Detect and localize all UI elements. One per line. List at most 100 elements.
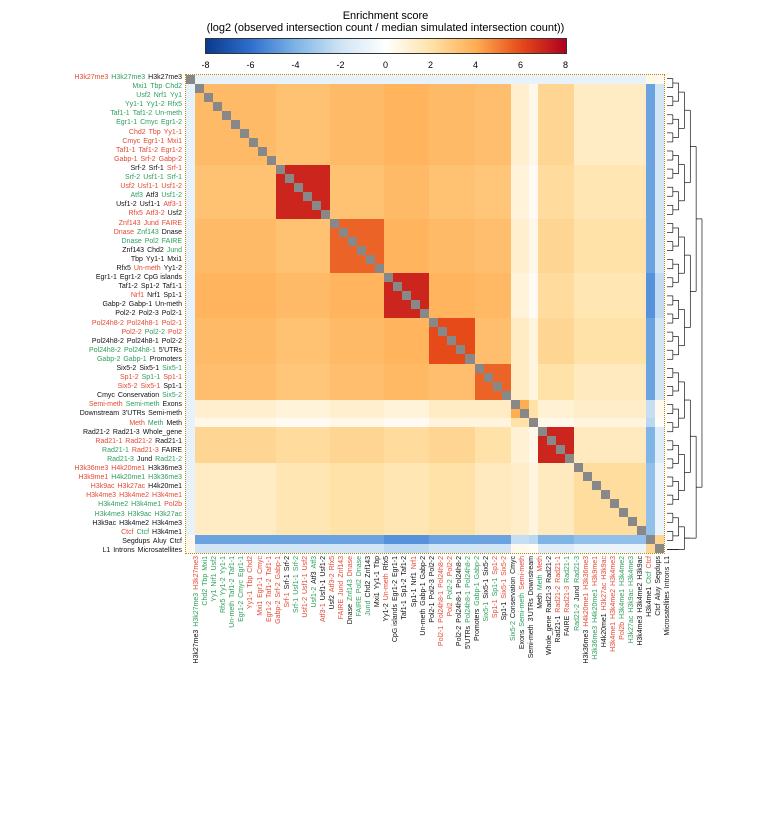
col-label: Gabp-2Gabp-1Un-meth xyxy=(420,556,427,636)
row-label: H3k4me3H3k4me2H3k4me1 xyxy=(10,492,182,499)
col-label: SegdupsAluyCtcf xyxy=(655,556,662,616)
row-label: Taf1-2Sp1-2Taf1-1 xyxy=(10,283,182,290)
title-line2: (log2 (observed intersection count / med… xyxy=(10,22,761,34)
col-label: MethMethMeth xyxy=(537,556,544,609)
row-label: Rfx5Un-methYy1-2 xyxy=(10,265,182,272)
row-label: H3k9acH3k4me2H3k4me3 xyxy=(10,520,182,527)
colorbar-tick: 0 xyxy=(383,60,388,70)
row-label: Gabp-1Srf-2Gabp-2 xyxy=(10,156,182,163)
row-label: Chd2TbpYy1-1 xyxy=(10,129,182,136)
row-label: Semi-methSemi-methExons xyxy=(10,401,182,408)
col-label: Rad21-2Rad21-3Whole_gene xyxy=(546,556,553,655)
row-label: Six5-2Six5-1Six5-1 xyxy=(10,365,182,372)
row-label: Pol24h8-2Pol24h8-1Pol2-1 xyxy=(10,320,182,327)
row-label: DnaseZnf143Dnase xyxy=(10,229,182,236)
colorbar-tick: -4 xyxy=(291,60,299,70)
col-label: H3k4me2H3k4me1Pol2b xyxy=(619,556,626,640)
col-label: Gabp-1Srf-2Gabp-2 xyxy=(275,556,282,624)
col-label: Sp1-2Sp1-1Sp1-1 xyxy=(492,556,499,618)
col-label: Egr1-1Egr1-2CpG islands xyxy=(392,556,399,642)
col-label: Pol2-2Pol2-2Pol2 xyxy=(447,556,454,616)
colorbar-ticks: -8-6-4-202468 xyxy=(206,60,566,74)
col-label: H3k27me3H3k27me3H3k27me3 xyxy=(193,556,200,664)
col-label: H3k9me1H4k20me1H3k36me3 xyxy=(592,556,599,660)
row-label: Mxi1TbpChd2 xyxy=(10,83,182,90)
row-label: Znf143JundFAIRE xyxy=(10,220,182,227)
row-label: Srf-2Srf-1Srf-1 xyxy=(10,165,182,172)
row-label: Rad21-3JundRad21-2 xyxy=(10,456,182,463)
col-label: CmycConservationSix5-2 xyxy=(510,556,517,641)
col-label: Taf1-1Taf1-2Egr1-2 xyxy=(266,556,273,622)
row-label: Usf2Nrf1Yy1 xyxy=(10,92,182,99)
row-label: Yy1-1Yy1-2Rfx5 xyxy=(10,101,182,108)
row-label: H3k4me3H3k9acH3k27ac xyxy=(10,511,182,518)
row-label: Rad21-1Rad21-2Rad21-1 xyxy=(10,438,182,445)
col-label: H3k9acH3k4me2H3k4me3 xyxy=(637,556,644,646)
colorbar-tick: 2 xyxy=(428,60,433,70)
col-label: Srf-2Usf1-1Srf-1 xyxy=(293,556,300,613)
row-label: H3k4me2H3k4me1Pol2b xyxy=(10,501,182,508)
row-label: Six5-2Six5-1Sp1-1 xyxy=(10,383,182,390)
col-label: Usf1-2Usf1-1Atf3-1 xyxy=(320,556,327,622)
col-label: Mxi1TbpChd2 xyxy=(202,556,209,606)
row-label: Gabp-2Gabp-1Promoters xyxy=(10,356,182,363)
col-label: Pol2-2Pol2-3Pol2-1 xyxy=(429,556,436,623)
row-label: Rad21-1Rad21-3FAIRE xyxy=(10,447,182,454)
row-label: Usf1-2Usf1-1Atf3-1 xyxy=(10,201,182,208)
col-label: Rfx5Atf3-2Usf2 xyxy=(329,556,336,610)
row-label: Pol24h8-2Pol24h8-1Pol2-2 xyxy=(10,338,182,345)
row-label: Sp1-2Sp1-1Sp1-1 xyxy=(10,374,182,381)
dendrogram-right xyxy=(665,74,735,554)
title-line1: Enrichment score xyxy=(10,10,761,22)
row-label: H3k36me3H4k20me1H3k36me3 xyxy=(10,465,182,472)
col-label: Taf1-1Taf1-2Un-meth xyxy=(229,556,236,628)
row-label: Egr1-1Egr1-2CpG islands xyxy=(10,274,182,281)
row-label: Taf1-1Taf1-2Un-meth xyxy=(10,110,182,117)
col-label: Rad21-3JundRad21-2 xyxy=(574,556,581,631)
col-label: Atf3Atf3Usf1-2 xyxy=(311,556,318,608)
col-label: Six5-2Six5-1Six5-1 xyxy=(483,556,490,622)
col-label: DnaseZnf143Dnase xyxy=(347,556,354,624)
colorbar-tick: -2 xyxy=(336,60,344,70)
col-label: Rad21-1Rad21-3FAIRE xyxy=(564,556,571,636)
row-label: H3k27me3H3k27me3H3k27me3 xyxy=(10,74,182,81)
colorbar xyxy=(205,38,567,54)
row-labels: H3k27me3H3k27me3H3k27me3 Mxi1TbpChd2 Usf2N… xyxy=(10,74,185,554)
col-label: Rad21-1Rad21-2Rad21-1 xyxy=(555,556,562,643)
col-label: Gabp-2Gabp-1Promoters xyxy=(474,556,481,641)
row-label: Taf1-1Taf1-2Egr1-2 xyxy=(10,147,182,154)
col-label: Yy1-1Yy1-2Rfx5 xyxy=(220,556,227,613)
col-label: Znf143Chd2Jund xyxy=(365,556,372,616)
col-label: L1IntronsMicrosatellites xyxy=(664,556,671,636)
col-label: Taf1-2Sp1-2Taf1-1 xyxy=(401,556,408,620)
col-label: Six5-2Six5-1Sp1-1 xyxy=(501,556,508,620)
col-label: H3k36me3H4k20me1H3k36me3 xyxy=(583,556,590,664)
col-label: DnasePol2FAIRE xyxy=(356,556,363,616)
colorbar-tick: 8 xyxy=(563,60,568,70)
col-label: Pol24h8-2Pol24h8-15'UTRs xyxy=(465,556,472,649)
row-label: H3k9acH3k27acH4k20me1 xyxy=(10,483,182,490)
row-label: H3k9me1H4k20me1H3k36me3 xyxy=(10,474,182,481)
col-label: Rfx5Un-methYy1-2 xyxy=(383,556,390,622)
col-label: Chd2TbpYy1-1 xyxy=(247,556,254,609)
row-label: SegdupsAluyCtcf xyxy=(10,538,182,545)
row-label: TbpYy1-1Mxi1 xyxy=(10,256,182,263)
col-label: CmycEgr1-1Mxi1 xyxy=(257,556,264,616)
row-label: Usf2Usf1-1Usf1-2 xyxy=(10,183,182,190)
row-label: Gabp-2Gabp-1Un-meth xyxy=(10,301,182,308)
row-label: Atf3Atf3Usf1-2 xyxy=(10,192,182,199)
row-label: L1IntronsMicrosatellites xyxy=(10,547,182,554)
row-label: Srf-2Usf1-1Srf-1 xyxy=(10,174,182,181)
row-label: Pol2-2Pol2-3Pol2-1 xyxy=(10,310,182,317)
col-label: Srf-2Srf-1Srf-1 xyxy=(284,556,291,608)
col-label: Pol24h8-2Pol24h8-1Pol2-2 xyxy=(456,556,463,646)
row-label: Pol24h8-2Pol24h8-15'UTRs xyxy=(10,347,182,354)
row-label: Pol2-2Pol2-2Pol2 xyxy=(10,329,182,336)
row-label: DnasePol2FAIRE xyxy=(10,238,182,245)
col-label: Znf143JundFAIRE xyxy=(338,556,345,619)
col-label: Semi-methSemi-methExons xyxy=(519,556,526,649)
col-label: Egr1-1CmycEgr1-2 xyxy=(238,556,245,622)
col-label: Downstream3'UTRsSemi-meth xyxy=(528,556,535,658)
col-label: CtcfCtcfH3k4me1 xyxy=(646,556,653,617)
colorbar-tick: 4 xyxy=(473,60,478,70)
